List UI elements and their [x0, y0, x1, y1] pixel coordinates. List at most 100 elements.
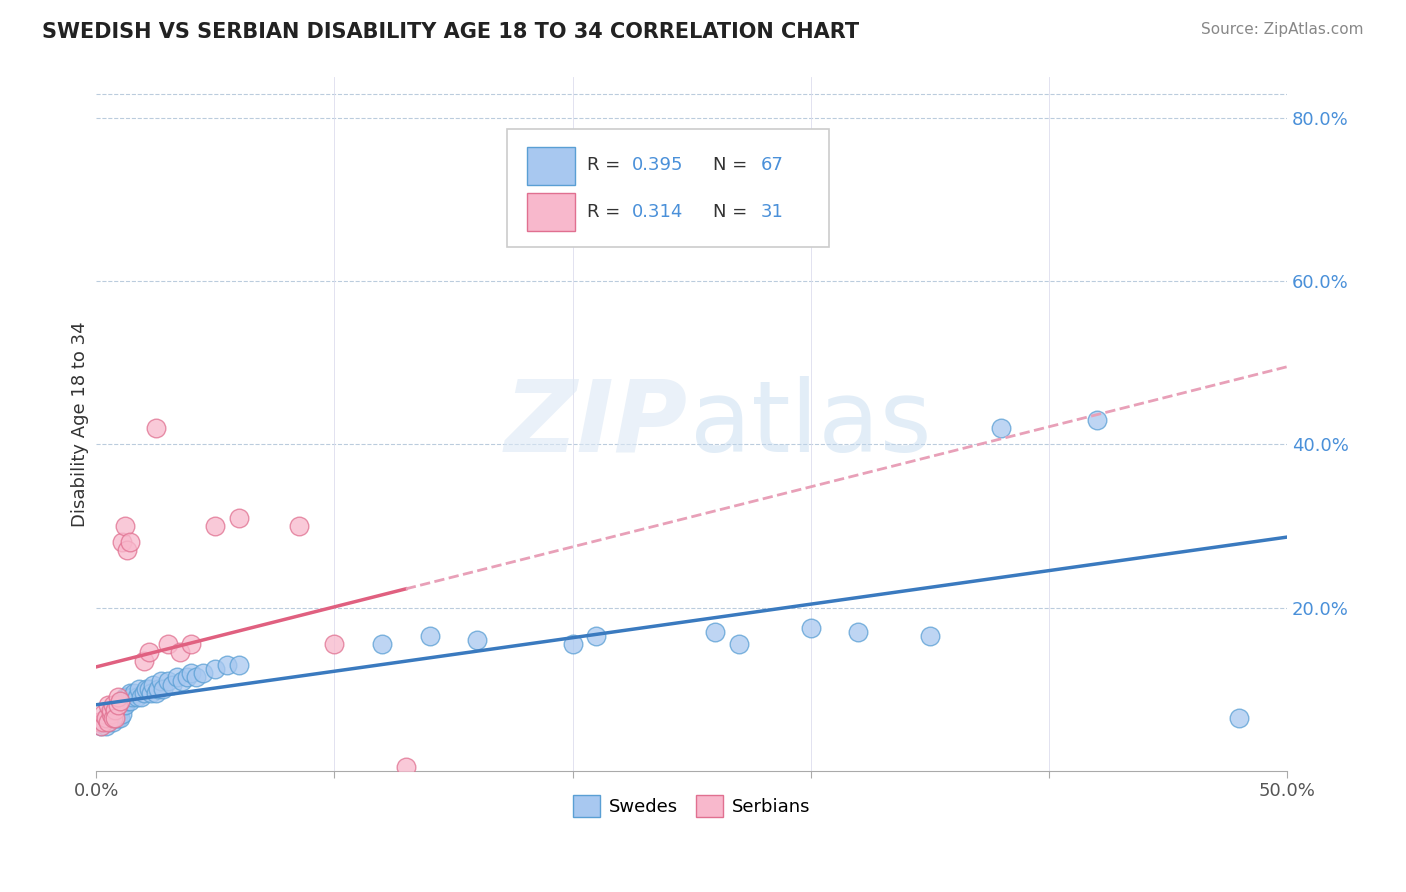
Point: [94, 719, 117, 733]
Point: [115, 543, 138, 558]
Point: [101, 711, 124, 725]
Point: [115, 694, 138, 708]
Point: [132, 654, 155, 668]
Point: [104, 706, 127, 721]
Y-axis label: Disability Age 18 to 34: Disability Age 18 to 34: [72, 321, 89, 527]
Point: [101, 698, 124, 713]
Point: [180, 637, 202, 651]
Point: [142, 678, 165, 692]
Point: [145, 686, 167, 700]
Point: [132, 686, 155, 700]
FancyBboxPatch shape: [508, 129, 828, 247]
Text: ZIP: ZIP: [505, 376, 688, 473]
Text: 0.395: 0.395: [633, 156, 683, 175]
Point: [465, 633, 488, 648]
Point: [101, 706, 124, 721]
Point: [97, 714, 120, 729]
Point: [107, 690, 129, 705]
Point: [228, 657, 250, 672]
Point: [146, 682, 169, 697]
Point: [1229, 711, 1251, 725]
Point: [217, 657, 239, 672]
Point: [111, 694, 134, 708]
Point: [156, 637, 179, 651]
Point: [97, 714, 120, 729]
Point: [1085, 413, 1108, 427]
Point: [90, 719, 112, 733]
Point: [848, 625, 870, 640]
Point: [93, 706, 115, 721]
Point: [918, 629, 941, 643]
Point: [94, 711, 117, 725]
Point: [124, 686, 146, 700]
Text: 0.314: 0.314: [633, 203, 683, 221]
Point: [115, 690, 138, 705]
FancyBboxPatch shape: [527, 147, 575, 185]
Point: [111, 706, 134, 721]
Point: [111, 698, 134, 713]
Point: [323, 637, 346, 651]
Point: [704, 625, 727, 640]
FancyBboxPatch shape: [527, 194, 575, 231]
Point: [90, 719, 112, 733]
Point: [728, 637, 751, 651]
Text: Source: ZipAtlas.com: Source: ZipAtlas.com: [1201, 22, 1364, 37]
Point: [287, 519, 309, 533]
Point: [87, 714, 110, 729]
Point: [139, 686, 162, 700]
Point: [104, 711, 127, 725]
Point: [108, 711, 131, 725]
Point: [990, 421, 1012, 435]
Point: [149, 673, 172, 688]
Point: [108, 702, 131, 716]
Point: [228, 511, 250, 525]
Text: R =: R =: [586, 156, 626, 175]
Text: N =: N =: [713, 156, 754, 175]
Point: [111, 535, 134, 549]
Point: [107, 698, 129, 713]
Point: [166, 670, 188, 684]
Point: [114, 690, 136, 705]
Point: [100, 702, 122, 716]
Point: [138, 682, 160, 697]
Point: [97, 698, 120, 713]
Point: [121, 690, 143, 705]
Point: [125, 690, 148, 705]
Point: [118, 535, 141, 549]
Point: [107, 698, 129, 713]
Point: [118, 686, 141, 700]
Point: [193, 665, 215, 680]
Point: [395, 759, 418, 773]
Point: [180, 665, 202, 680]
Point: [176, 670, 198, 684]
Point: [114, 698, 136, 713]
Point: [118, 694, 141, 708]
Point: [104, 711, 127, 725]
Point: [93, 714, 115, 729]
Point: [107, 706, 129, 721]
Point: [107, 711, 129, 725]
Point: [162, 678, 184, 692]
Point: [204, 662, 226, 676]
Point: [170, 673, 193, 688]
Point: [800, 621, 823, 635]
Text: R =: R =: [586, 203, 626, 221]
Legend: Swedes, Serbians: Swedes, Serbians: [565, 788, 818, 824]
Point: [135, 682, 157, 697]
Point: [93, 714, 115, 729]
Point: [100, 711, 122, 725]
Point: [561, 637, 583, 651]
Point: [101, 714, 124, 729]
Point: [131, 690, 153, 705]
Point: [104, 702, 127, 716]
Point: [204, 519, 226, 533]
Point: [108, 694, 131, 708]
Point: [145, 421, 167, 435]
Point: [419, 629, 441, 643]
Text: SWEDISH VS SERBIAN DISABILITY AGE 18 TO 34 CORRELATION CHART: SWEDISH VS SERBIAN DISABILITY AGE 18 TO …: [42, 22, 859, 42]
Point: [186, 670, 208, 684]
Point: [152, 682, 174, 697]
Point: [114, 519, 136, 533]
Point: [108, 698, 131, 713]
Point: [371, 637, 394, 651]
